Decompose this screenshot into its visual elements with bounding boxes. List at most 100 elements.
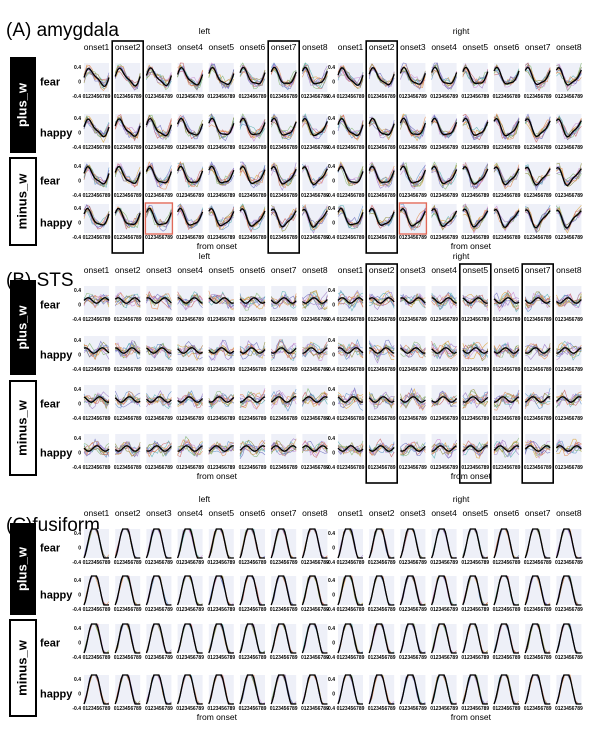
subject-line [83,294,110,305]
x-tick-label: 0123456789 [207,145,235,151]
x-tick-label: 0123456789 [461,706,489,712]
x-tick-label: 0123456789 [524,145,552,151]
subject-line [400,344,426,359]
subject-line [146,204,172,232]
subplot: 0123456789 [176,114,204,151]
mean-line [462,297,488,304]
subplot: 0123456789 [83,575,111,613]
subject-line [239,341,266,360]
subject-line [493,344,520,359]
mean-line [524,209,551,229]
subplot: 0123456789 [145,575,173,613]
subject-line [270,116,297,136]
x-tick-label: 0123456789 [114,193,142,199]
mean-line [555,396,582,403]
x-tick-label: 0123456789 [493,94,521,100]
mean-line [430,674,457,705]
subject-line [462,206,488,233]
mean-line [462,208,489,228]
column-header: onset2 [115,508,141,518]
y-tick-label: 0.4 [74,677,81,683]
mean-line [430,528,457,559]
x-tick-label: 0123456789 [337,317,365,323]
subplot: 0123456789 [239,575,267,613]
x-tick-label: 0123456789 [239,607,267,613]
subplot: 0123456789 [461,113,489,151]
column-header: onset4 [431,42,457,52]
mean-line [146,445,172,452]
mean-line [239,297,266,304]
group-label-box [10,523,36,615]
subplot: 0123456789 [493,575,521,613]
subplot: 0123456789 [114,336,142,373]
y-tick-label: -0.4 [72,465,81,471]
subplot: 0123456789 [270,62,298,100]
subject-line [337,387,364,409]
subplot: 0123456789 [145,286,173,323]
mean-line [368,117,395,136]
subplot: 0123456789 [337,623,365,661]
subject-line [524,391,551,410]
subject-line [83,120,110,135]
subplot: 0123456789 [337,385,365,422]
x-tick-label: 0123456789 [430,706,458,712]
subplot: 0123456789 [430,385,458,422]
subject-line [493,114,520,139]
subplot: 0123456789 [524,336,552,373]
mean-line [239,528,265,559]
subject-line [431,442,457,459]
subplot: 0123456789 [430,674,458,712]
x-tick-label: 0123456789 [239,235,267,241]
group-label-box [9,157,37,246]
subplot: 0123456789 [301,62,329,100]
x-tick-label: 0123456789 [207,235,235,241]
column-header: onset1 [338,42,364,52]
subplot: 0123456789 [461,203,489,241]
y-tick-label: 0.4 [74,578,81,584]
y-tick-label: -0.4 [326,145,335,151]
x-tick-label: 0123456789 [555,94,583,100]
x-tick-label: 0123456789 [239,706,267,712]
mean-line [114,623,141,654]
subject-line [493,118,520,140]
x-tick-label: 0123456789 [368,607,396,613]
subplot: 0123456789 [337,286,365,323]
column-header: onset5 [463,42,489,52]
highlight-cell-box [144,202,174,235]
subplot: 0123456789 [114,63,142,100]
x-tick-label: 0123456789 [368,235,396,241]
mean-line [176,674,203,705]
subplot: 0123456789 [144,202,174,241]
subject-line [368,66,395,89]
mean-line [493,623,519,654]
mean-line [270,165,297,185]
y-tick-label: 0 [332,221,335,227]
y-tick-label: -0.4 [326,94,335,100]
subject-line [462,342,488,360]
y-tick-label: -0.4 [72,706,81,712]
mean-line [270,66,297,84]
x-tick-label: 0123456789 [176,145,204,151]
x-tick-label: 0123456789 [461,193,489,199]
x-tick-label: 0123456789 [493,465,521,471]
mean-line [83,165,110,185]
subject-line [114,209,141,229]
mean-line [176,117,204,136]
subject-line [84,209,110,226]
x-tick-label: 0123456789 [461,145,489,151]
subject-line [177,70,203,84]
mean-line [114,396,141,403]
subplot: 0123456789 [207,161,235,199]
mean-line [270,623,297,654]
subplot: 0123456789 [368,63,396,100]
y-tick-label: 0 [332,80,335,86]
x-tick-label: 0123456789 [114,367,142,373]
subject-line [369,347,395,358]
x-tick-label: 0123456789 [430,193,458,199]
mean-line [239,445,266,452]
y-tick-label: 0.4 [328,387,335,393]
subject-line [270,114,297,139]
subject-line [400,441,426,455]
mean-line [114,207,141,226]
